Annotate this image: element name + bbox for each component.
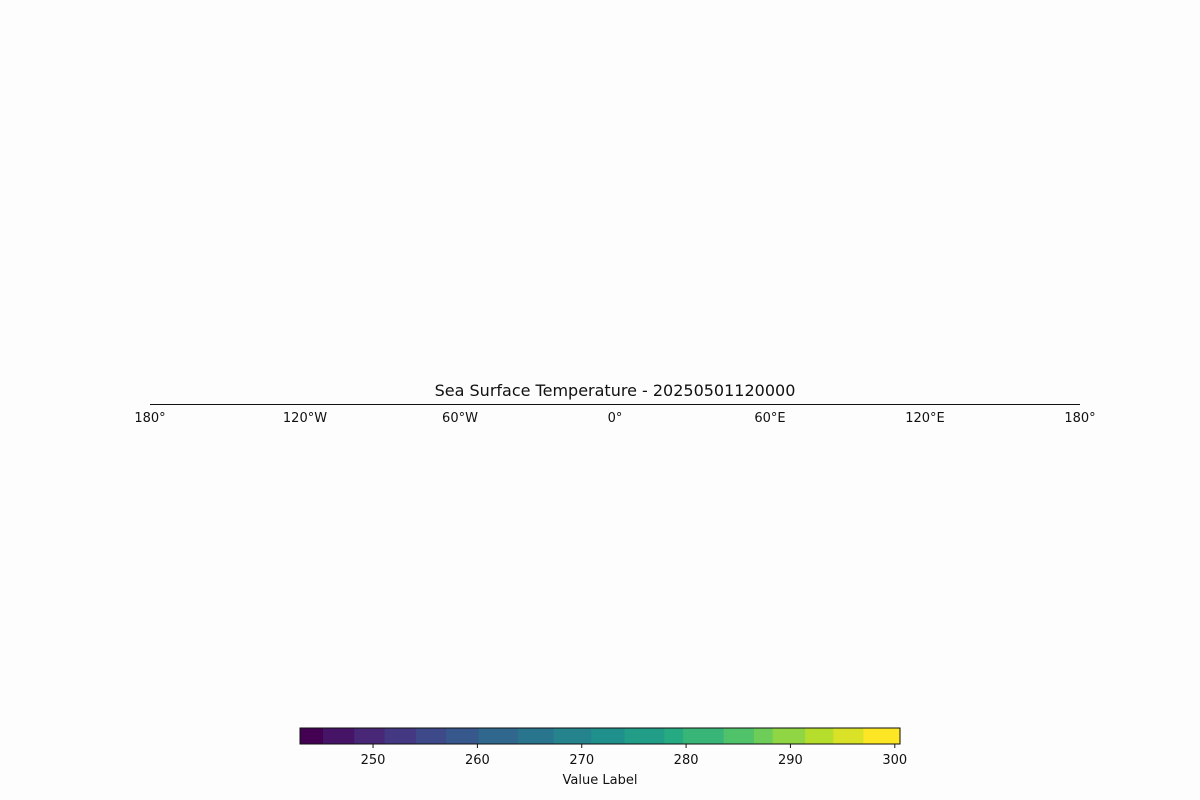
colorbar-swatch	[723, 728, 755, 744]
colorbar-swatch	[624, 728, 665, 744]
colorbar-swatch	[553, 728, 592, 744]
chart-title: Sea Surface Temperature - 20250501120000	[435, 381, 796, 400]
longitude-tick-label: 120°E	[905, 411, 945, 426]
longitude-tick-label: 60°E	[754, 411, 785, 426]
colorbar-swatch	[415, 728, 447, 744]
colorbar-swatch	[300, 728, 324, 744]
colorbar-swatch	[833, 728, 865, 744]
colorbar-outline	[299, 727, 901, 745]
colorbar-tick-label: 290	[778, 753, 803, 768]
colorbar-swatch	[384, 728, 417, 744]
longitude-tick-label: 180°	[134, 411, 165, 426]
colorbar-tick-label: 280	[674, 753, 699, 768]
colorbar-swatch	[682, 728, 725, 744]
colorbar-swatch	[664, 728, 684, 744]
colorbar-tick-label: 260	[465, 753, 490, 768]
longitude-tick-label: 180°	[1064, 411, 1095, 426]
colorbar-swatch	[354, 728, 386, 744]
colorbar: 250 260 270 280 290 300 Value Label	[299, 727, 907, 788]
longitude-tick-labels: 180° 120°W 60°W 0° 60°E 120°E 180°	[134, 411, 1095, 426]
colorbar-swatch	[518, 728, 555, 744]
longitude-tick-label: 0°	[608, 411, 623, 426]
colorbar-swatch	[478, 728, 519, 744]
colorbar-tick-label: 270	[569, 753, 594, 768]
colorbar-swatch	[446, 728, 480, 744]
colorbar-swatch	[805, 728, 834, 744]
colorbar-swatch	[863, 728, 901, 744]
longitude-tick-label: 120°W	[283, 411, 327, 426]
longitude-tick-label: 60°W	[442, 411, 478, 426]
colorbar-swatches	[300, 728, 901, 744]
colorbar-tick-label: 300	[882, 753, 907, 768]
colorbar-swatch	[591, 728, 626, 744]
colorbar-label: Value Label	[563, 773, 638, 788]
colorbar-swatch	[322, 728, 355, 744]
colorbar-swatch	[753, 728, 774, 744]
colorbar-tick-label: 250	[361, 753, 386, 768]
colorbar-swatch	[772, 728, 806, 744]
colorbar-tick-labels: 250 260 270 280 290 300	[361, 744, 907, 768]
